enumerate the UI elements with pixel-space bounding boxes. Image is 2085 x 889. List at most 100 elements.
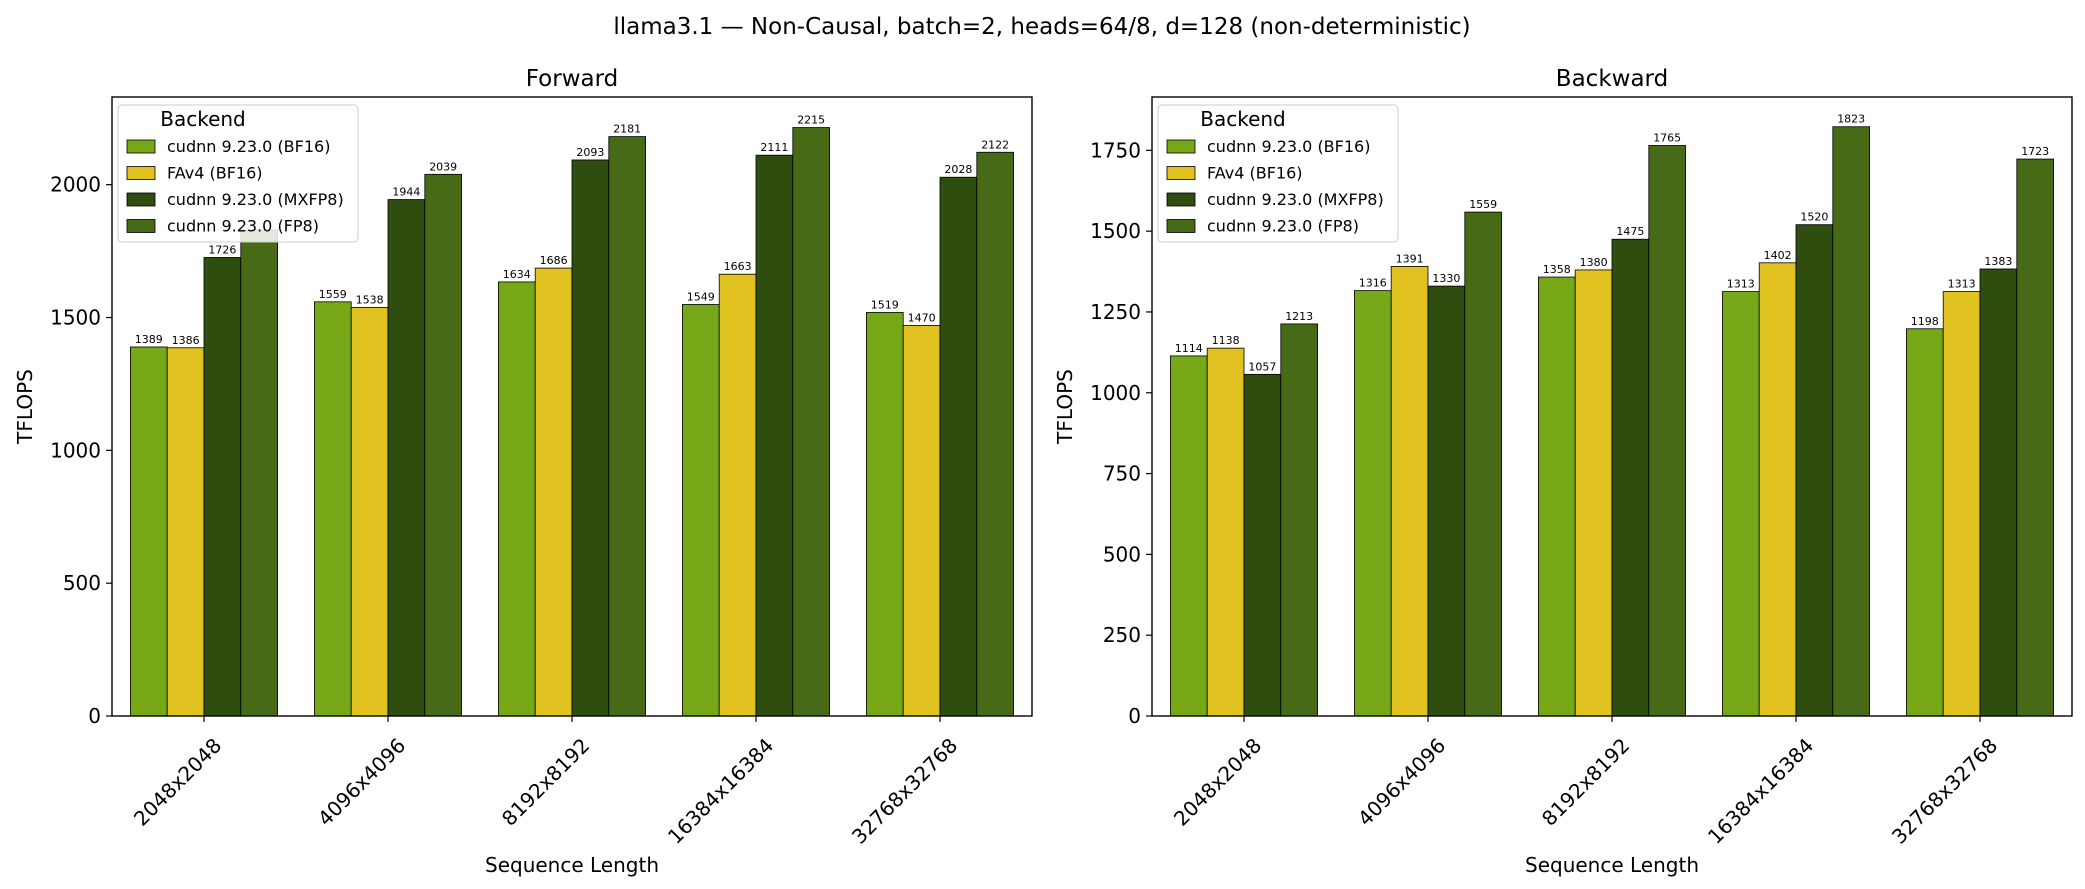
forward-legend-swatch bbox=[126, 139, 156, 154]
forward-bar-value-label: 2111 bbox=[760, 141, 788, 154]
forward-bar bbox=[166, 347, 205, 717]
backward-bar-value-label: 1723 bbox=[2021, 145, 2049, 158]
forward-y-axis-label: TFLOPS bbox=[13, 369, 37, 445]
forward-legend-swatch bbox=[126, 219, 156, 233]
forward-bar bbox=[571, 159, 610, 717]
backward-x-tick-label: 2048x2048 bbox=[1169, 733, 1266, 830]
forward-bar-value-label: 1519 bbox=[871, 298, 899, 311]
backward-chart-panel: 1114 1316 1358 1313 1198 1138 1391 1380 1402 1313… bbox=[1053, 66, 2073, 877]
backward-bar bbox=[1280, 323, 1319, 717]
forward-bar bbox=[424, 173, 462, 717]
forward-x-tick-label: 8192x8192 bbox=[497, 733, 594, 830]
backward-chart-title: Backward bbox=[1556, 66, 1668, 92]
forward-bar-value-label: 1726 bbox=[208, 243, 236, 256]
forward-chart-panel: 1389 1559 1634 1549 1519 1386 1538 1686 1663 1470… bbox=[13, 66, 1033, 877]
forward-chart-title: Forward bbox=[526, 66, 619, 92]
forward-y-tick-label: 2000 bbox=[50, 173, 101, 197]
forward-bar bbox=[939, 176, 978, 717]
backward-bar bbox=[1206, 347, 1245, 717]
forward-bar bbox=[866, 312, 904, 717]
backward-bar bbox=[1906, 328, 1944, 717]
backward-legend-swatch bbox=[1166, 166, 1196, 180]
forward-bar-value-label: 1538 bbox=[356, 293, 384, 306]
backward-y-tick-label: 500 bbox=[1103, 542, 1141, 566]
forward-bar bbox=[902, 325, 941, 717]
backward-y-tick-label: 1750 bbox=[1090, 138, 1141, 162]
forward-bar bbox=[350, 307, 389, 717]
forward-bar-value-label: 1944 bbox=[392, 186, 420, 199]
backward-bar-value-label: 1475 bbox=[1616, 225, 1644, 238]
backward-x-tick-label: 32768x32768 bbox=[1887, 733, 2002, 848]
forward-legend-entry: cudnn 9.23.0 (MXFP8) bbox=[167, 190, 344, 209]
backward-legend-entry: FAv4 (BF16) bbox=[1207, 164, 1303, 183]
backward-bar-value-label: 1520 bbox=[1800, 211, 1828, 224]
forward-x-tick-label: 2048x2048 bbox=[129, 733, 226, 830]
forward-x-tick-label: 4096x4096 bbox=[313, 733, 410, 830]
backward-y-axis-label: TFLOPS bbox=[1053, 369, 1077, 445]
forward-bar bbox=[387, 199, 426, 717]
forward-y-tick-label: 1000 bbox=[50, 438, 101, 462]
backward-bar-value-label: 1138 bbox=[1212, 334, 1240, 347]
backward-legend-title: Backend bbox=[1200, 107, 1286, 131]
forward-y-tick-label: 0 bbox=[88, 704, 101, 728]
forward-x-tick-label: 16384x16384 bbox=[663, 733, 778, 848]
forward-x-tick-label: 32768x32768 bbox=[847, 733, 962, 848]
backward-bar-value-label: 1313 bbox=[1948, 278, 1976, 291]
backward-bar-value-label: 1391 bbox=[1396, 252, 1424, 265]
backward-x-tick-label: 16384x16384 bbox=[1703, 733, 1818, 848]
backward-y-tick-label: 1000 bbox=[1090, 381, 1141, 405]
backward-legend-swatch bbox=[1166, 192, 1196, 207]
backward-bar bbox=[2016, 158, 2055, 717]
backward-bar-value-label: 1114 bbox=[1175, 342, 1203, 355]
forward-bar-value-label: 2215 bbox=[797, 114, 825, 127]
forward-bar-value-label: 1663 bbox=[724, 260, 752, 273]
backward-bar-value-label: 1198 bbox=[1911, 315, 1939, 328]
backward-bar bbox=[1648, 145, 1687, 717]
backward-y-tick-label: 0 bbox=[1128, 704, 1141, 728]
forward-bar-value-label: 1559 bbox=[319, 288, 347, 301]
forward-bar bbox=[792, 127, 830, 717]
forward-bar bbox=[497, 281, 536, 717]
backward-legend-entry: cudnn 9.23.0 (BF16) bbox=[1207, 137, 1370, 156]
backward-bar-value-label: 1402 bbox=[1764, 249, 1792, 262]
backward-legend: Backend cudnn 9.23.0 (BF16) FAv4 (BF16) cud… bbox=[1157, 104, 1399, 243]
backward-bar-value-label: 1057 bbox=[1248, 360, 1276, 373]
forward-bar-value-label: 2028 bbox=[944, 163, 972, 176]
forward-bar bbox=[682, 304, 720, 717]
backward-x-tick-label: 8192x8192 bbox=[1537, 733, 1634, 830]
backward-bar bbox=[1538, 276, 1576, 717]
backward-bar-value-label: 1559 bbox=[1469, 198, 1497, 211]
forward-legend-entry: cudnn 9.23.0 (FP8) bbox=[167, 217, 319, 236]
backward-bar-value-label: 1330 bbox=[1432, 272, 1460, 285]
backward-legend-entry: cudnn 9.23.0 (MXFP8) bbox=[1207, 190, 1384, 209]
forward-bar-value-label: 1634 bbox=[503, 268, 531, 281]
forward-bar bbox=[755, 154, 794, 717]
backward-bar bbox=[1611, 238, 1650, 717]
forward-legend-entry: FAv4 (BF16) bbox=[167, 164, 263, 183]
backward-legend-swatch bbox=[1166, 139, 1196, 154]
figure-suptitle: llama3.1 — Non-Causal, batch=2, heads=64… bbox=[613, 14, 1470, 40]
forward-bar-value-label: 1389 bbox=[135, 333, 163, 346]
backward-bar bbox=[1795, 224, 1834, 717]
backward-bar bbox=[1464, 211, 1503, 717]
forward-bar bbox=[718, 273, 757, 717]
backward-bar-value-label: 1823 bbox=[1837, 113, 1865, 126]
backward-bar bbox=[1979, 268, 2018, 717]
backward-bar-value-label: 1380 bbox=[1580, 256, 1608, 269]
forward-legend-swatch bbox=[126, 166, 156, 180]
backward-bar bbox=[1832, 126, 1871, 717]
backward-bar bbox=[1427, 285, 1466, 717]
backward-bar-value-label: 1213 bbox=[1285, 310, 1313, 323]
backward-bar bbox=[1243, 373, 1282, 717]
backward-x-tick-label: 4096x4096 bbox=[1353, 733, 1450, 830]
backward-y-tick-label: 1250 bbox=[1090, 300, 1141, 324]
forward-bar-value-label: 2039 bbox=[429, 160, 457, 173]
forward-bar bbox=[240, 229, 279, 717]
forward-bar-value-label: 2122 bbox=[981, 138, 1009, 151]
backward-x-axis-label: Sequence Length bbox=[1525, 853, 1699, 877]
backward-bar-value-label: 1765 bbox=[1653, 131, 1681, 144]
forward-x-axis-label: Sequence Length bbox=[485, 853, 659, 877]
backward-bar bbox=[1170, 355, 1208, 717]
